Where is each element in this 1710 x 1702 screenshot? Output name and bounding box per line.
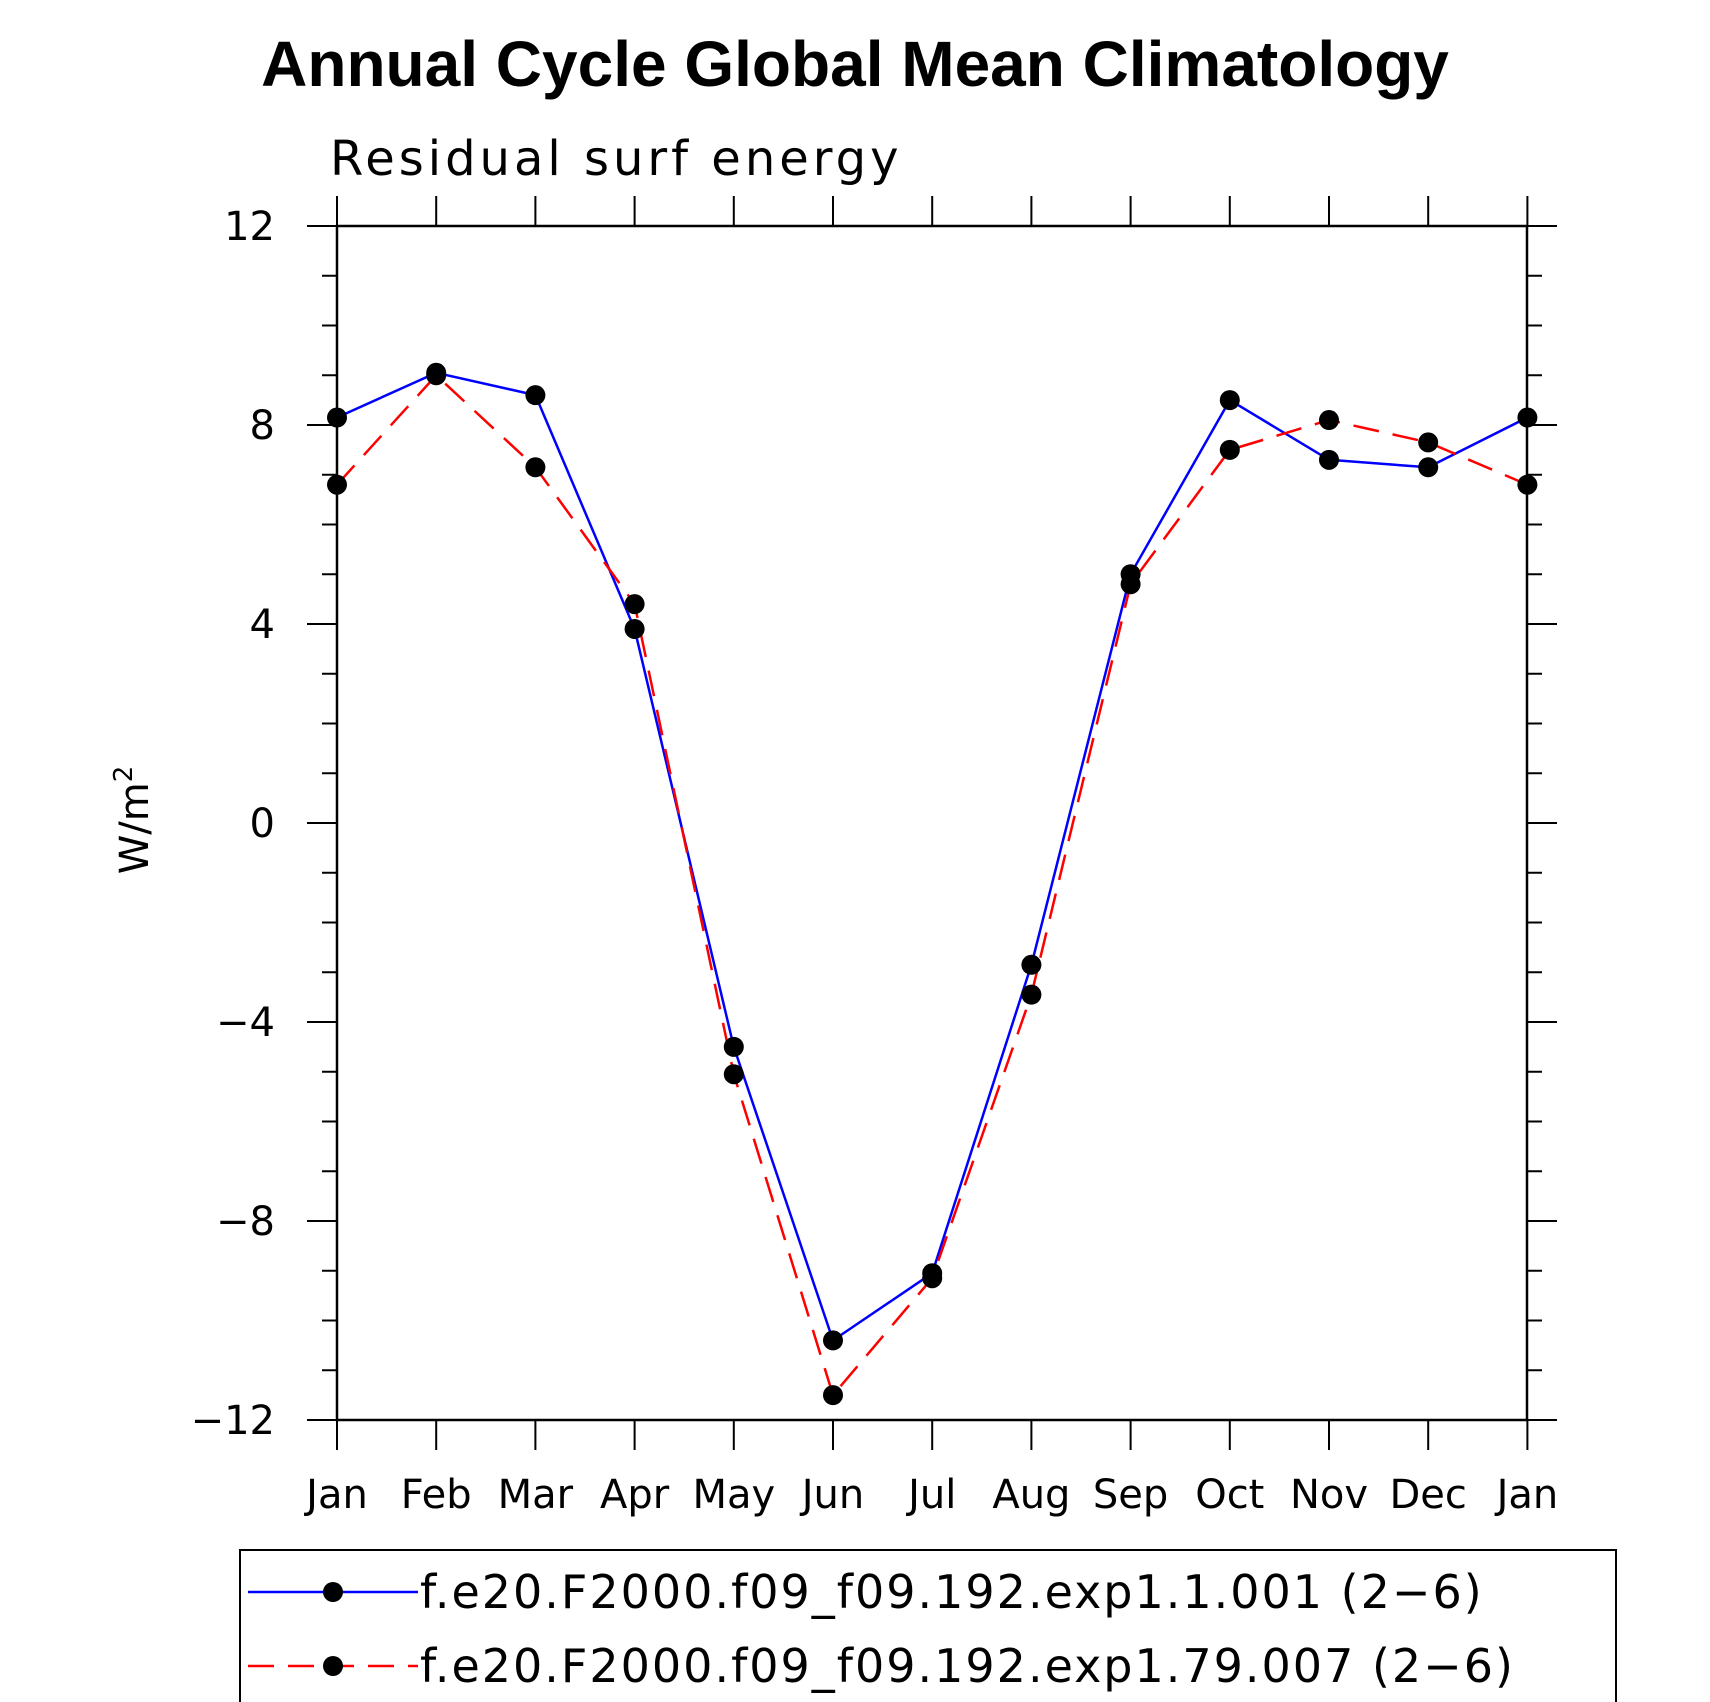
legend-label-series-2: f.e20.F2000.f09_f09.192.exp1.79.007 (2−6…: [420, 1639, 1515, 1693]
data-point-series-2: [525, 457, 546, 478]
x-tick-label: Sep: [1093, 1472, 1168, 1518]
series-lines: [336, 371, 1528, 1397]
series-line-2: [336, 374, 1528, 1397]
data-point-series-2: [922, 1268, 943, 1289]
data-point-series-1: [723, 1036, 744, 1057]
data-point-series-1: [1021, 954, 1042, 975]
axes: [307, 196, 1557, 1450]
data-point-series-2: [823, 1385, 843, 1406]
x-tick-label: Mar: [498, 1472, 574, 1518]
x-tick-label: Dec: [1389, 1472, 1466, 1518]
chart-title: Annual Cycle Global Mean Climatology: [261, 28, 1449, 100]
data-point-series-1: [525, 385, 546, 406]
data-markers: [327, 362, 1538, 1406]
data-point-series-2: [1319, 410, 1339, 431]
series-line-1: [336, 371, 1528, 1342]
x-tick-label: Jul: [905, 1472, 956, 1518]
data-point-series-2: [426, 365, 447, 386]
svg-text:W/m2: W/m2: [109, 766, 158, 875]
x-tick-label: Oct: [1195, 1472, 1264, 1518]
y-tick-label: 4: [250, 602, 275, 648]
x-tick-label: Apr: [600, 1472, 670, 1518]
plot-frame: [335, 224, 1529, 1422]
x-tick-label: Jan: [1494, 1472, 1559, 1518]
x-tick-label: Aug: [992, 1472, 1070, 1518]
legend-marker-series-2: [323, 1656, 343, 1676]
y-axis-label-superscript: 2: [109, 766, 139, 783]
y-tick-label: −4: [216, 1000, 275, 1046]
data-point-series-2: [723, 1064, 744, 1085]
legend-marker-series-1: [323, 1582, 343, 1602]
x-tick-label: May: [692, 1472, 775, 1518]
y-tick-label: 8: [250, 403, 275, 449]
y-axis-label: W/m2: [109, 766, 158, 875]
legend-label-series-1: f.e20.F2000.f09_f09.192.exp1.1.001 (2−6): [420, 1565, 1484, 1619]
x-tick-labels: Jan Feb Mar Apr May Jun Jul Aug Sep Oct Nov Dec Jan: [303, 1472, 1558, 1518]
y-tick-label: 0: [250, 801, 275, 847]
y-tick-label: 12: [224, 204, 275, 250]
data-point-series-1: [1319, 449, 1339, 470]
data-point-series-1: [1219, 390, 1240, 411]
y-tick-label: −12: [191, 1398, 275, 1444]
data-point-series-2: [1120, 574, 1141, 595]
y-tick-label: −8: [216, 1199, 275, 1245]
legend: f.e20.F2000.f09_f09.192.exp1.1.001 (2−6)…: [239, 1549, 1617, 1702]
data-point-series-2: [327, 474, 347, 495]
chart-subtitle: Residual surf energy: [330, 131, 903, 187]
x-tick-label: Feb: [401, 1472, 472, 1518]
data-point-series-2: [1517, 474, 1538, 495]
data-point-series-1: [823, 1330, 843, 1351]
legend-box: [239, 1549, 1617, 1702]
data-point-series-2: [1418, 432, 1439, 453]
data-point-series-2: [1021, 984, 1042, 1005]
data-point-series-2: [624, 594, 645, 615]
data-point-series-1: [1418, 457, 1439, 478]
data-point-series-1: [624, 618, 645, 639]
y-tick-labels: 12 8 4 0 −4 −8 −12: [191, 204, 275, 1444]
data-point-series-2: [1219, 439, 1240, 460]
x-tick-label: Jun: [799, 1472, 865, 1518]
y-axis-label-text: W/m: [112, 782, 158, 874]
x-tick-label: Nov: [1290, 1472, 1368, 1518]
data-point-series-1: [1517, 407, 1538, 428]
data-point-series-1: [327, 407, 347, 428]
x-tick-label: Jan: [303, 1472, 368, 1518]
